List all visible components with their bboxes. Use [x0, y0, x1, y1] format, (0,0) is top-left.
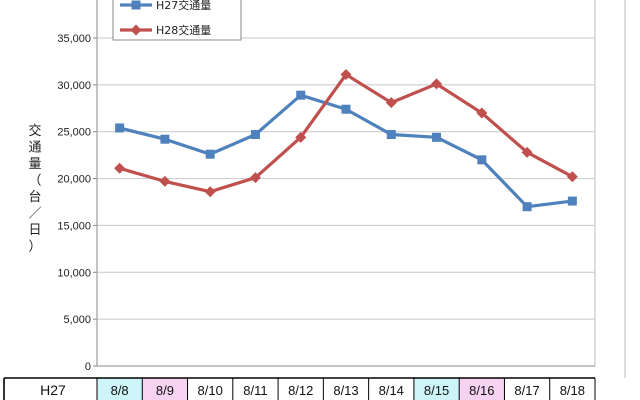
y-axis-label-char: ／: [28, 207, 41, 222]
data-point: [522, 202, 532, 212]
legend: H27交通量 H28交通量: [112, 0, 242, 41]
y-axis-label-char: 日: [28, 223, 41, 238]
data-point: [566, 171, 578, 183]
y-axis-label-char: （: [28, 174, 41, 189]
table-cell-label: 8/9: [156, 383, 174, 398]
data-point: [249, 172, 261, 184]
table-cell: [459, 378, 505, 400]
table-cell-label: 8/17: [514, 383, 539, 398]
table-cell-label: 8/10: [198, 383, 223, 398]
table-cell-label: 8/15: [424, 383, 449, 398]
table-cell: [413, 378, 460, 400]
legend-label: H28交通量: [156, 23, 211, 37]
data-point: [521, 146, 533, 158]
data-point: [115, 123, 125, 133]
data-point: [432, 132, 442, 142]
legend-label: H27交通量: [156, 0, 211, 12]
table-cell-label: 8/18: [560, 383, 585, 398]
y-axis-label-char: 台: [28, 190, 41, 205]
data-point: [159, 175, 171, 187]
data-point: [296, 90, 306, 100]
legend-item: H27交通量: [120, 0, 211, 12]
table-cell: [549, 378, 595, 400]
data-point: [385, 97, 397, 109]
data-point: [431, 78, 443, 90]
table-cell: [142, 378, 188, 400]
y-axis-label: 交通量 （台 ／日 ）: [28, 123, 41, 255]
table-cell: [278, 378, 324, 400]
data-point: [567, 196, 577, 206]
y-axis-label-char: 量: [28, 157, 41, 172]
y-axis-label-char: 通: [28, 141, 41, 156]
data-point: [204, 186, 216, 198]
data-point: [160, 134, 170, 144]
table-cell: [368, 378, 414, 400]
table-cell: [504, 378, 550, 400]
legend-marker: [130, 24, 142, 36]
data-point: [205, 149, 215, 159]
data-point: [386, 130, 396, 140]
date-table-row: H27 8/8 8/9 8/10 8/11 8/12 8/13 8/14 8/15 8/16 8/1…: [3, 377, 596, 400]
y-tick-label: 15,000: [57, 220, 91, 232]
table-row-label: H27: [40, 382, 66, 398]
y-axis-label-char: 交: [28, 123, 41, 139]
data-point: [250, 130, 260, 140]
y-tick-label: 30,000: [57, 80, 91, 92]
series-1: [115, 90, 577, 212]
data-point: [477, 155, 487, 165]
table-header-cell: [4, 378, 97, 400]
table-cell-label: 8/12: [288, 383, 313, 398]
data-point: [114, 162, 126, 174]
table-cell-label: 8/11: [243, 383, 267, 398]
y-axis-label-char: ）: [28, 240, 41, 255]
table-cell-label: 8/13: [333, 383, 358, 398]
y-tick-label: 10,000: [57, 267, 91, 279]
legend-item: H28交通量: [120, 23, 211, 37]
table-cell: [232, 378, 279, 400]
table-cell-label: 8/14: [379, 383, 404, 398]
table-cell-label: 8/16: [469, 383, 494, 398]
y-tick-label: 5,000: [63, 314, 91, 326]
table-cell: [187, 378, 233, 400]
data-point: [476, 107, 488, 119]
legend-marker: [131, 0, 141, 10]
y-tick-label: 0: [85, 361, 91, 373]
series-2: [114, 69, 578, 198]
table-cell: [97, 378, 143, 400]
series-line: [119, 72, 574, 194]
data-point: [295, 131, 307, 143]
y-tick-label: 20,000: [57, 174, 91, 186]
data-point: [340, 69, 352, 81]
table-cell-label: 8/8: [111, 383, 129, 398]
data-point: [341, 104, 351, 114]
y-tick-label: 35,000: [57, 33, 91, 45]
y-tick-label: 25,000: [57, 127, 91, 139]
table-cell: [323, 378, 369, 400]
